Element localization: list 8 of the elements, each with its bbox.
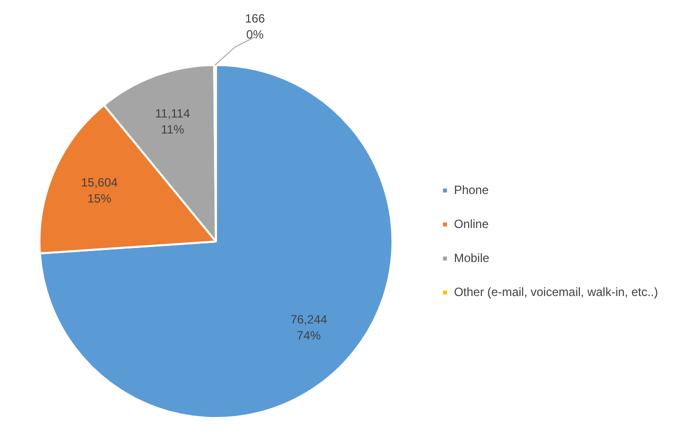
legend-label: Other (e-mail, voicemail, walk-in, etc..) <box>454 284 658 299</box>
legend-label: Mobile <box>454 250 490 265</box>
legend-label: Online <box>454 216 489 231</box>
data-label: 15,604 15% <box>80 175 118 206</box>
legend-label: Phone <box>454 182 489 197</box>
data-label: 76,244 74% <box>290 312 328 343</box>
data-label: 166 0% <box>244 11 266 42</box>
data-label: 11,114 11% <box>155 106 190 136</box>
